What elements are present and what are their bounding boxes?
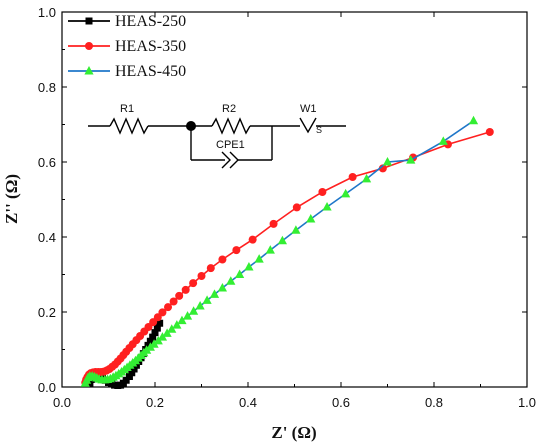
data-point — [149, 339, 159, 348]
legend-label: HEAS-350 — [115, 38, 186, 55]
legend-marker — [85, 17, 93, 25]
data-point — [265, 245, 275, 254]
x-tick-label: 1.0 — [518, 395, 536, 410]
legend-label: HEAS-450 — [115, 63, 186, 80]
data-point — [406, 155, 416, 164]
data-point — [158, 308, 167, 317]
data-point — [254, 254, 264, 263]
data-point — [217, 283, 228, 292]
x-tick-label: 0.8 — [425, 395, 443, 410]
data-point — [438, 136, 448, 145]
data-point — [156, 319, 164, 327]
data-point — [361, 173, 372, 183]
data-point — [128, 369, 136, 377]
data-series — [80, 115, 494, 389]
x-axis-title: Z' (Ω) — [271, 423, 316, 442]
y-tick-label: 0.2 — [38, 305, 56, 320]
axis-ticks: 0.0 0.2 0.4 0.6 0.8 1.0 0.0 0.2 0.4 0.6 0.8 1.0 — [38, 5, 536, 410]
label-cpe1: CPE1 — [216, 139, 245, 151]
data-point — [235, 269, 245, 278]
data-point — [248, 235, 257, 244]
data-point — [485, 128, 494, 136]
data-point — [197, 272, 206, 280]
data-point — [157, 332, 168, 341]
data-point — [206, 264, 215, 273]
data-point — [468, 115, 479, 125]
x-tick-label: 0.2 — [146, 395, 164, 410]
series-heas-450 — [80, 115, 479, 387]
data-point — [277, 235, 288, 245]
data-point — [195, 301, 205, 310]
data-point — [269, 219, 278, 228]
legend: HEAS-250 HEAS-350 HEAS-450 — [68, 13, 186, 80]
data-point — [202, 295, 212, 304]
data-point — [209, 289, 220, 298]
data-point — [188, 306, 199, 315]
data-point — [177, 315, 187, 325]
legend-entry: HEAS-250 — [68, 13, 186, 30]
y-tick-label: 1.0 — [38, 5, 56, 20]
data-point — [226, 276, 236, 285]
data-point — [232, 246, 241, 255]
data-point — [322, 202, 332, 211]
label-w1: W1 — [300, 103, 317, 115]
data-point — [341, 188, 351, 198]
data-point — [348, 173, 357, 181]
data-point — [306, 214, 316, 223]
y-tick-label: 0.8 — [38, 80, 56, 95]
data-point — [162, 328, 172, 337]
resistor-r1 — [109, 117, 149, 135]
data-point — [182, 311, 193, 320]
resistor-r2 — [211, 117, 251, 135]
data-point — [151, 329, 159, 337]
legend-marker — [84, 66, 94, 75]
data-point — [172, 320, 182, 329]
data-point — [291, 225, 301, 234]
label-ws-sub: S — [316, 125, 322, 135]
data-point — [169, 297, 178, 306]
data-point — [318, 188, 327, 196]
data-point — [153, 324, 161, 332]
data-point — [144, 341, 152, 349]
data-point — [122, 376, 130, 384]
data-point — [146, 337, 154, 345]
data-point — [218, 255, 227, 264]
y-tick-label: 0.4 — [38, 230, 56, 245]
legend-label: HEAS-250 — [115, 13, 186, 30]
label-r1: R1 — [120, 103, 134, 115]
y-axis-title: Z'' (Ω) — [2, 174, 21, 224]
equivalent-circuit — [88, 117, 346, 169]
legend-entry: HEAS-450 — [68, 63, 186, 80]
data-point — [189, 279, 198, 288]
data-point — [175, 291, 184, 300]
legend-marker — [85, 42, 93, 50]
warburg-element — [299, 117, 317, 134]
data-point — [181, 285, 190, 294]
x-tick-label: 0.4 — [239, 395, 257, 410]
data-point — [382, 157, 393, 166]
x-tick-label: 0.6 — [332, 395, 350, 410]
data-point — [244, 262, 254, 271]
data-point — [149, 333, 157, 341]
data-point — [164, 303, 173, 312]
data-point — [167, 324, 177, 333]
y-tick-label: 0.0 — [38, 380, 56, 395]
data-point — [130, 365, 138, 373]
data-point — [292, 203, 301, 212]
y-tick-label: 0.6 — [38, 155, 56, 170]
legend-entry: HEAS-350 — [68, 38, 186, 55]
cpe-element — [221, 151, 231, 169]
label-r2: R2 — [222, 103, 236, 115]
data-point — [125, 373, 133, 380]
x-tick-label: 0.0 — [53, 395, 71, 410]
